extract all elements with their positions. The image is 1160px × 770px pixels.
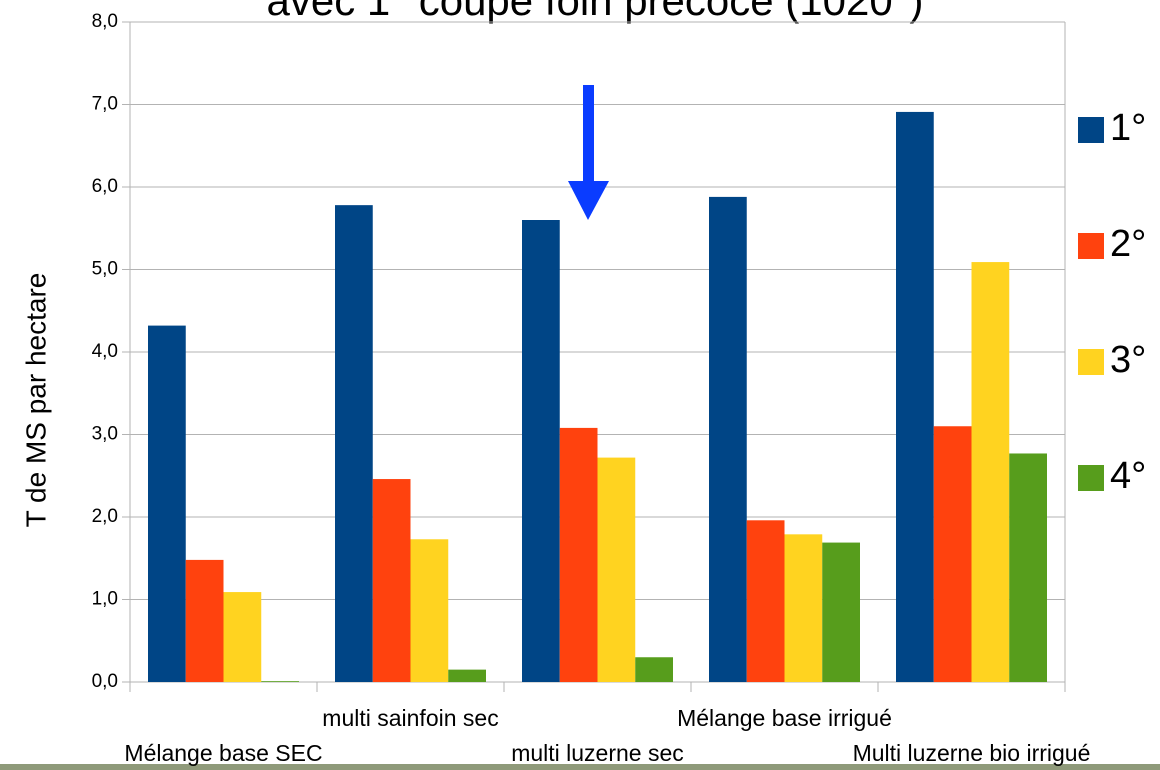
bar bbox=[597, 457, 636, 682]
legend-label: 1° bbox=[1110, 107, 1146, 149]
y-tick-label: 3,0 bbox=[92, 424, 118, 445]
bar bbox=[522, 220, 560, 682]
bar bbox=[933, 426, 972, 682]
bar bbox=[148, 325, 186, 682]
photo-strip bbox=[0, 764, 1160, 770]
y-tick-label: 7,0 bbox=[92, 94, 118, 115]
bar bbox=[971, 262, 1010, 682]
y-tick-label: 1,0 bbox=[92, 589, 118, 610]
x-tick-label: multi luzerne sec bbox=[511, 740, 684, 766]
annotation-arrow bbox=[568, 85, 609, 220]
legend-label: 3° bbox=[1110, 339, 1146, 381]
bar bbox=[746, 520, 785, 682]
x-tick-label: Multi luzerne bio irrigué bbox=[853, 740, 1091, 766]
chart-title: avec 1° coupe foin précoce (1020°) bbox=[267, 0, 924, 24]
y-tick-label: 2,0 bbox=[92, 506, 118, 527]
bar bbox=[261, 681, 299, 682]
bar bbox=[372, 479, 411, 682]
bar bbox=[559, 427, 598, 682]
bar bbox=[185, 559, 224, 682]
bar bbox=[1009, 453, 1047, 682]
bar bbox=[896, 111, 934, 683]
bar bbox=[822, 542, 860, 682]
legend-swatch bbox=[1078, 117, 1104, 143]
y-tick-label: 8,0 bbox=[92, 11, 118, 32]
arrow-shaft bbox=[583, 85, 594, 185]
y-axis-title: T de MS par hectare bbox=[20, 273, 51, 528]
x-tick-label: multi sainfoin sec bbox=[322, 705, 498, 731]
arrow-head bbox=[568, 181, 609, 220]
legend-label: 4° bbox=[1110, 455, 1146, 497]
bar bbox=[223, 592, 262, 682]
y-tick-label: 5,0 bbox=[92, 259, 118, 280]
legend-swatch bbox=[1078, 349, 1104, 375]
plot-area: 0,0 1,0 2,0 3,0 4,0 5,0 6,0 7,0 8,0 Mélange base … bbox=[92, 11, 1091, 766]
legend-swatch bbox=[1078, 465, 1104, 491]
bar bbox=[410, 539, 449, 682]
y-tick-label: 4,0 bbox=[92, 341, 118, 362]
bar bbox=[635, 657, 673, 682]
bar bbox=[448, 669, 486, 682]
legend-swatch bbox=[1078, 233, 1104, 259]
x-tick-label: Mélange base SEC bbox=[124, 740, 322, 766]
x-tick-label: Mélange base irrigué bbox=[677, 705, 892, 731]
y-tick-label: 6,0 bbox=[92, 176, 118, 197]
bar bbox=[784, 534, 823, 682]
bar bbox=[335, 205, 373, 682]
legend-label: 2° bbox=[1110, 223, 1146, 265]
y-tick-label: 0,0 bbox=[92, 671, 118, 692]
bar bbox=[709, 196, 747, 682]
